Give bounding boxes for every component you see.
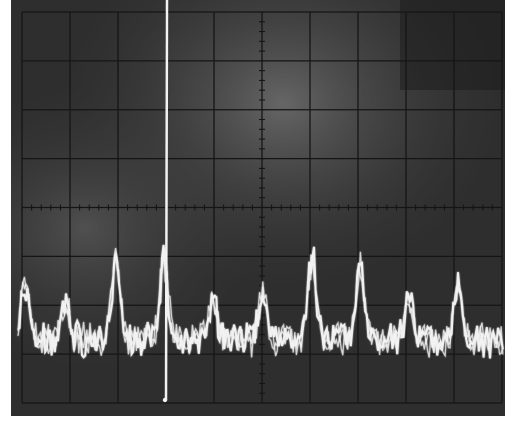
- dark-corner: [400, 0, 505, 90]
- vertical-marker-line: [164, 0, 169, 401]
- marker-end-dot: [162, 397, 168, 403]
- trace-sweep: [17, 247, 504, 358]
- trace-sweep: [17, 251, 504, 358]
- signal-trace: [17, 244, 504, 359]
